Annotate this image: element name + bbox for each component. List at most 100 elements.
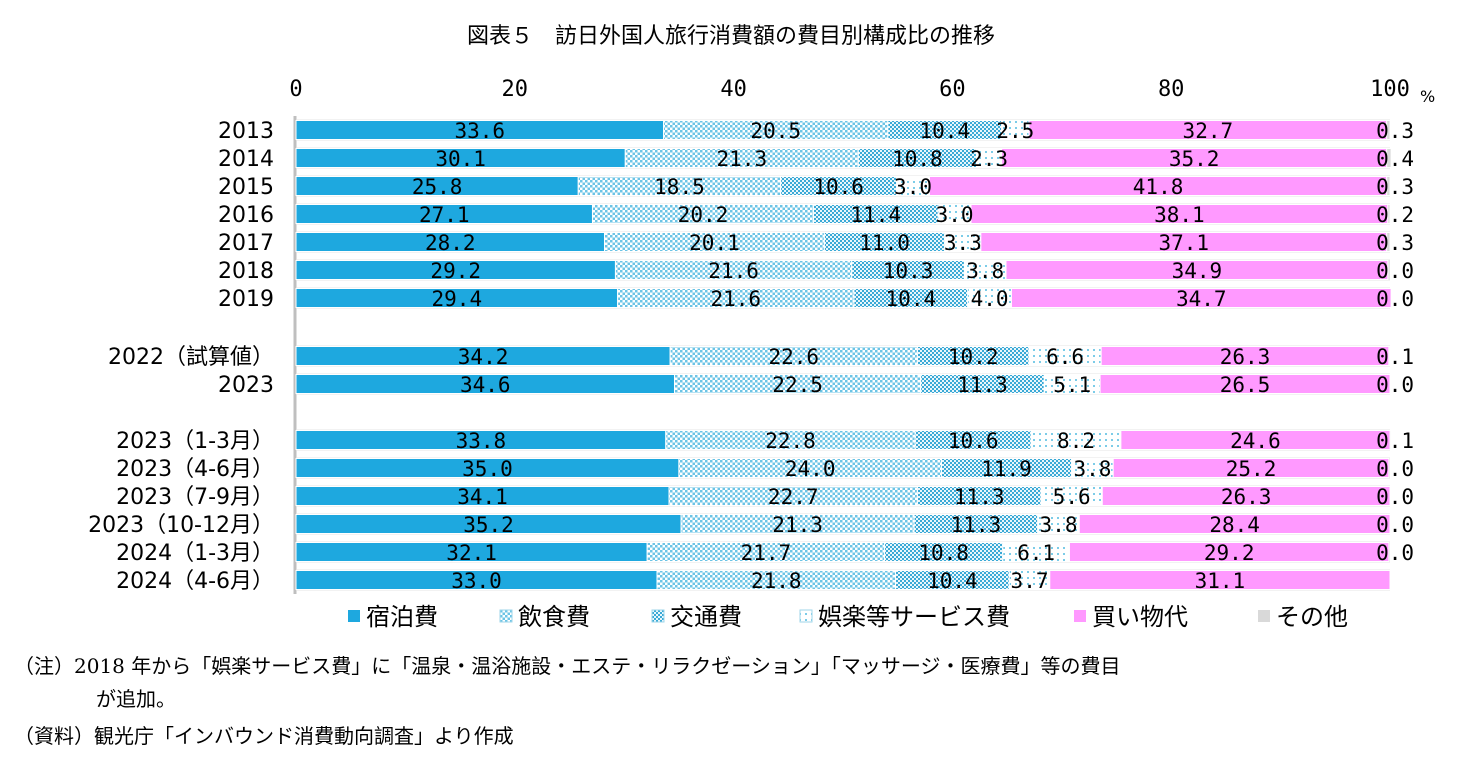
legend-swatch bbox=[1074, 610, 1086, 622]
data-label: 3.3 bbox=[944, 231, 982, 255]
data-label: 2.3 bbox=[970, 147, 1008, 171]
category-label: 2024（4-6月） bbox=[116, 569, 274, 594]
category-label: 2016 bbox=[218, 203, 274, 228]
data-label: 34.6 bbox=[460, 373, 511, 397]
legend-swatch bbox=[799, 609, 813, 623]
data-label: 25.2 bbox=[1226, 457, 1277, 481]
source-note: （資料）観光庁「インバウンド消費動向調査」より作成 bbox=[14, 724, 514, 748]
data-label: 11.3 bbox=[951, 513, 1002, 537]
bar-segment bbox=[1112, 458, 1390, 478]
data-label: 35.2 bbox=[1169, 147, 1220, 171]
data-label: 0.4 bbox=[1376, 147, 1414, 171]
note-line-1: （注）2018 年から「娯楽サービス費」に「温泉・温浴施設・エステ・リラクゼーシ… bbox=[14, 654, 1121, 678]
data-label: 26.3 bbox=[1220, 345, 1271, 369]
data-label: 10.2 bbox=[948, 345, 999, 369]
bar-segment bbox=[1078, 514, 1391, 534]
data-label: 10.6 bbox=[948, 429, 999, 453]
data-label: 21.6 bbox=[710, 287, 761, 311]
data-label: 34.7 bbox=[1176, 287, 1227, 311]
bar-segment bbox=[1386, 148, 1392, 168]
data-label: 0.3 bbox=[1376, 119, 1414, 143]
data-label: 0.0 bbox=[1376, 541, 1414, 565]
data-label: 35.0 bbox=[462, 457, 513, 481]
legend-label: 宿泊費 bbox=[366, 603, 438, 631]
data-label: 4.0 bbox=[971, 287, 1009, 311]
data-label: 28.2 bbox=[425, 231, 476, 255]
data-label: 11.3 bbox=[954, 485, 1005, 509]
data-label: 32.1 bbox=[446, 541, 497, 565]
category-label: 2019 bbox=[218, 287, 274, 312]
category-label: 2013 bbox=[218, 119, 274, 144]
data-label: 22.5 bbox=[772, 373, 823, 397]
stacked-bar-chart: 0 20 40 60 80 100 % 2013 2014 2015 2016 2017 2018 201… bbox=[88, 77, 1435, 631]
data-label: 11.3 bbox=[957, 373, 1008, 397]
data-label: 0.2 bbox=[1376, 203, 1414, 227]
data-label: 3.0 bbox=[894, 175, 932, 199]
data-label: 33.0 bbox=[451, 569, 502, 593]
category-label: 2014 bbox=[218, 147, 274, 172]
data-label: 10.8 bbox=[918, 541, 969, 565]
data-label: 0.3 bbox=[1376, 231, 1414, 255]
data-label: 0.0 bbox=[1376, 373, 1414, 397]
data-label: 27.1 bbox=[419, 203, 470, 227]
data-label: 5.1 bbox=[1053, 373, 1091, 397]
data-label: 22.7 bbox=[768, 485, 819, 509]
data-label: 6.6 bbox=[1046, 345, 1084, 369]
category-label: 2023（10-12月） bbox=[88, 513, 274, 538]
category-label: 2024（1-3月） bbox=[116, 541, 274, 566]
data-label: 35.2 bbox=[463, 513, 514, 537]
data-label: 0.0 bbox=[1376, 513, 1414, 537]
legend-swatch bbox=[651, 609, 665, 623]
data-label: 34.9 bbox=[1172, 259, 1223, 283]
x-tick-label: 60 bbox=[939, 77, 966, 102]
data-label: 21.6 bbox=[708, 259, 759, 283]
category-label: 2023（1-3月） bbox=[116, 429, 274, 454]
data-label: 20.1 bbox=[689, 231, 740, 255]
bar-segment bbox=[1068, 542, 1390, 562]
bar-segment bbox=[1388, 346, 1391, 366]
data-label: 0.1 bbox=[1376, 345, 1414, 369]
data-label: 10.3 bbox=[883, 259, 934, 283]
data-label: 0.0 bbox=[1376, 259, 1414, 283]
note-line-2: が追加。 bbox=[96, 687, 176, 711]
bar-segment bbox=[1386, 232, 1391, 252]
data-label: 26.3 bbox=[1221, 485, 1272, 509]
data-label: 37.1 bbox=[1158, 231, 1209, 255]
data-label: 24.0 bbox=[785, 457, 836, 481]
legend-label: 交通費 bbox=[670, 603, 742, 631]
data-label: 5.6 bbox=[1053, 485, 1091, 509]
data-label: 0.1 bbox=[1376, 429, 1414, 453]
data-label: 29.2 bbox=[430, 259, 481, 283]
data-label: 30.1 bbox=[435, 147, 486, 171]
data-label: 25.8 bbox=[412, 175, 463, 199]
legend-swatch bbox=[348, 610, 360, 622]
data-label: 3.8 bbox=[966, 259, 1004, 283]
bar-segment bbox=[1389, 430, 1392, 450]
data-label: 41.8 bbox=[1133, 175, 1184, 199]
data-label: 22.8 bbox=[765, 429, 816, 453]
chart-title: 図表５ 訪日外国人旅行消費額の費目別構成比の推移 bbox=[466, 24, 995, 49]
data-label: 24.6 bbox=[1230, 429, 1281, 453]
category-label: 2015 bbox=[218, 175, 274, 200]
data-label: 2.5 bbox=[996, 119, 1034, 143]
data-label: 26.5 bbox=[1220, 373, 1271, 397]
x-unit-label: % bbox=[1420, 87, 1435, 106]
data-label: 3.0 bbox=[936, 203, 974, 227]
data-label: 0.0 bbox=[1376, 457, 1414, 481]
data-label: 10.4 bbox=[886, 287, 937, 311]
legend-label: その他 bbox=[1276, 603, 1348, 631]
data-label: 38.1 bbox=[1154, 203, 1205, 227]
data-label: 10.4 bbox=[927, 569, 978, 593]
data-label: 20.5 bbox=[750, 119, 801, 143]
category-label: 2018 bbox=[218, 259, 274, 284]
bar-segment bbox=[1049, 570, 1391, 590]
data-label: 11.4 bbox=[851, 203, 902, 227]
data-label: 34.2 bbox=[458, 345, 509, 369]
data-label: 3.8 bbox=[1040, 513, 1078, 537]
category-label: 2023（4-6月） bbox=[116, 457, 274, 482]
category-label: 2017 bbox=[218, 231, 274, 256]
data-label: 31.1 bbox=[1195, 569, 1246, 593]
data-label: 29.2 bbox=[1204, 541, 1255, 565]
data-label: 33.8 bbox=[456, 429, 507, 453]
bar-segment bbox=[1010, 288, 1392, 308]
